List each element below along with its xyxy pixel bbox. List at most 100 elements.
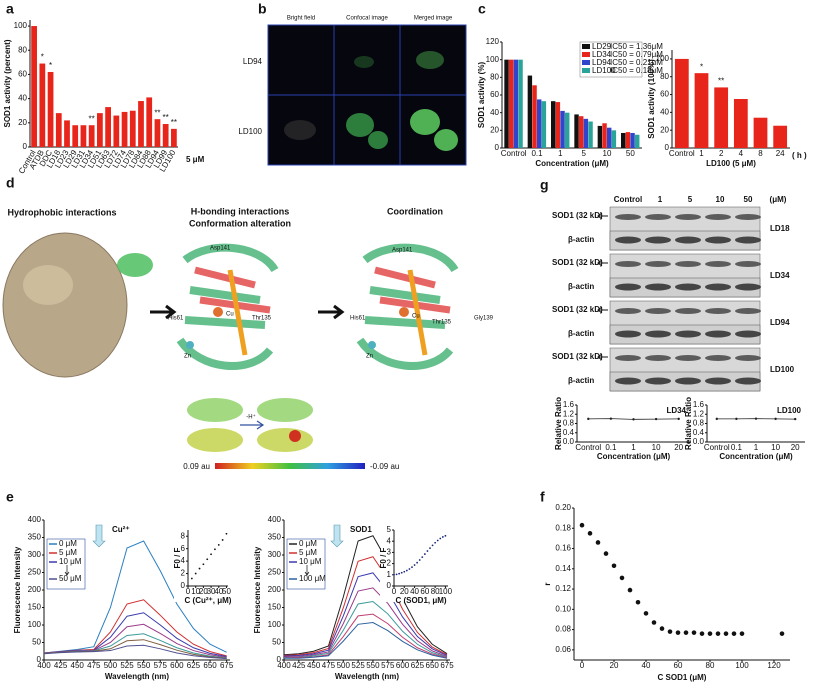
lane-label: 5 (688, 195, 693, 204)
band (615, 236, 641, 244)
point (619, 575, 625, 581)
x-tick-label: 575 (154, 661, 168, 670)
y-tick-label: 400 (268, 515, 282, 524)
x-tick-label: 500 (337, 661, 351, 670)
point (659, 626, 665, 631)
x-tick-label: 4 (739, 149, 744, 158)
bar (733, 99, 748, 148)
point (587, 531, 593, 536)
point (194, 572, 197, 575)
cell (416, 51, 444, 69)
residue-label: His61 (168, 316, 184, 322)
bar (565, 112, 570, 148)
x-tick-label: 0.1 (731, 443, 743, 452)
bar (146, 97, 153, 147)
band (675, 261, 701, 267)
y-tick-label: 4 (387, 536, 392, 545)
bar (583, 118, 589, 148)
legend-label: LD94 (592, 58, 612, 67)
annotation: SOD1 (350, 525, 372, 534)
y-tick-label: 0 (277, 655, 282, 664)
x-tick-label: 60 (674, 661, 683, 670)
point (210, 553, 212, 556)
significance: * (700, 62, 703, 71)
y-tick-label: 50 (32, 638, 41, 647)
legend-label: 10 μM (299, 557, 322, 566)
bar (518, 59, 523, 148)
band (735, 308, 761, 314)
x-axis-title: Concentration (μM) (535, 159, 609, 168)
bar (513, 59, 519, 148)
y-tick-label: 200 (28, 585, 42, 594)
band (615, 214, 641, 220)
bar (773, 125, 788, 148)
x-tick-label: 30 (207, 587, 216, 596)
legend-note: IC50 = 0.79μM (610, 50, 663, 59)
band (615, 283, 641, 291)
significance: * (41, 53, 44, 62)
point (426, 550, 429, 552)
band (615, 308, 641, 314)
y-tick-label: 20 (18, 118, 27, 127)
y-tick-label: 0 (665, 143, 670, 152)
annotation: 5 μM (186, 155, 205, 164)
significance: ** (171, 118, 177, 127)
point (779, 631, 785, 636)
y-axis-title: SOD1 activity (%) (477, 62, 486, 129)
lane-label: Control (614, 195, 642, 204)
x-axis-title: Concentration (μM) (597, 452, 671, 461)
arrow (240, 420, 265, 430)
x-tick-label: 20 (199, 587, 208, 596)
y-tick-label: 60 (18, 70, 27, 79)
x-tick-label: 475 (322, 661, 336, 670)
point (400, 571, 403, 574)
y-tick-label: 150 (268, 603, 282, 612)
bar (714, 87, 729, 148)
protein-label: β-actin (568, 376, 594, 385)
point (444, 534, 447, 537)
point (202, 563, 205, 566)
chart-title: LD34 (666, 406, 686, 415)
bar (105, 107, 111, 147)
band (615, 377, 641, 385)
y-tick-label: 0.16 (555, 544, 571, 553)
x-tick-label: 525 (120, 661, 134, 670)
step-title: Coordination (387, 206, 443, 216)
x-tick-label: 625 (411, 661, 425, 670)
significance: ** (718, 77, 724, 86)
band (735, 214, 761, 220)
x-tick-label: 0 (186, 587, 191, 596)
bar (532, 85, 537, 148)
y-tick-label: 80 (18, 45, 27, 54)
x-tick-label: 525 (351, 661, 365, 670)
legend-label: LD29 (592, 42, 612, 51)
band (735, 261, 761, 267)
x-tick-label: 425 (54, 661, 68, 670)
band (705, 283, 731, 291)
point (441, 536, 444, 538)
residue-label: Asp141 (210, 246, 231, 252)
x-tick-label: 10 (771, 443, 780, 452)
residue-label: Thr135 (432, 320, 452, 326)
x-tick-label: 0.1 (531, 149, 543, 158)
line (283, 587, 448, 658)
bar (551, 101, 556, 148)
row-label: LD100 (238, 127, 262, 136)
x-tick-label: 1 (699, 149, 704, 158)
y-tick-label: 0.8 (563, 419, 575, 428)
x-tick-label: 20 (610, 661, 619, 670)
bar (121, 111, 128, 147)
point (398, 572, 401, 575)
band (675, 377, 701, 385)
legend-label: 0 μM (299, 539, 317, 548)
y-tick-label: 0 (387, 581, 392, 590)
bar (527, 75, 533, 148)
band (615, 355, 641, 361)
point (408, 568, 411, 570)
atom (368, 341, 376, 349)
x-tick-label: 600 (170, 661, 184, 670)
panel-label: f (540, 489, 545, 505)
y-tick-label: 0.0 (693, 437, 705, 446)
band (705, 355, 731, 361)
x-tick-label: 0 (392, 587, 397, 596)
